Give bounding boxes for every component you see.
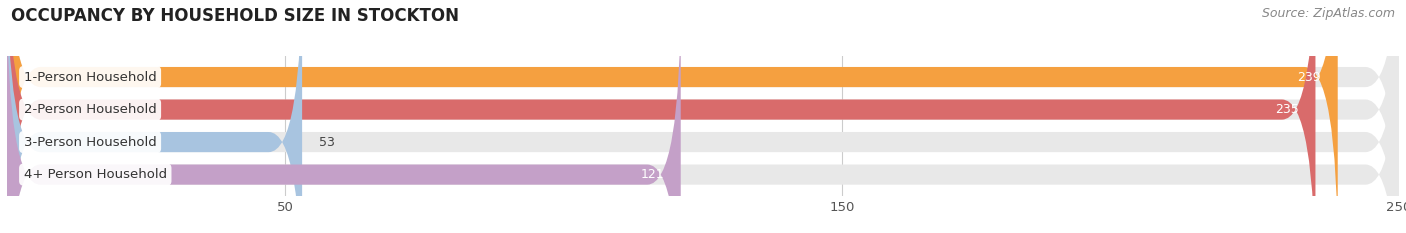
Text: OCCUPANCY BY HOUSEHOLD SIZE IN STOCKTON: OCCUPANCY BY HOUSEHOLD SIZE IN STOCKTON — [11, 7, 460, 25]
Text: 3-Person Household: 3-Person Household — [24, 136, 156, 149]
FancyBboxPatch shape — [7, 0, 1316, 233]
Text: 239: 239 — [1298, 71, 1322, 84]
FancyBboxPatch shape — [7, 0, 302, 233]
Text: 2-Person Household: 2-Person Household — [24, 103, 156, 116]
FancyBboxPatch shape — [7, 0, 681, 233]
Text: 235: 235 — [1275, 103, 1299, 116]
Text: 4+ Person Household: 4+ Person Household — [24, 168, 167, 181]
Text: Source: ZipAtlas.com: Source: ZipAtlas.com — [1261, 7, 1395, 20]
Text: 121: 121 — [640, 168, 664, 181]
FancyBboxPatch shape — [7, 0, 1399, 233]
FancyBboxPatch shape — [7, 0, 1337, 233]
FancyBboxPatch shape — [7, 0, 1399, 233]
FancyBboxPatch shape — [7, 0, 1399, 233]
Text: 1-Person Household: 1-Person Household — [24, 71, 156, 84]
FancyBboxPatch shape — [7, 0, 1399, 233]
Text: 53: 53 — [319, 136, 335, 149]
